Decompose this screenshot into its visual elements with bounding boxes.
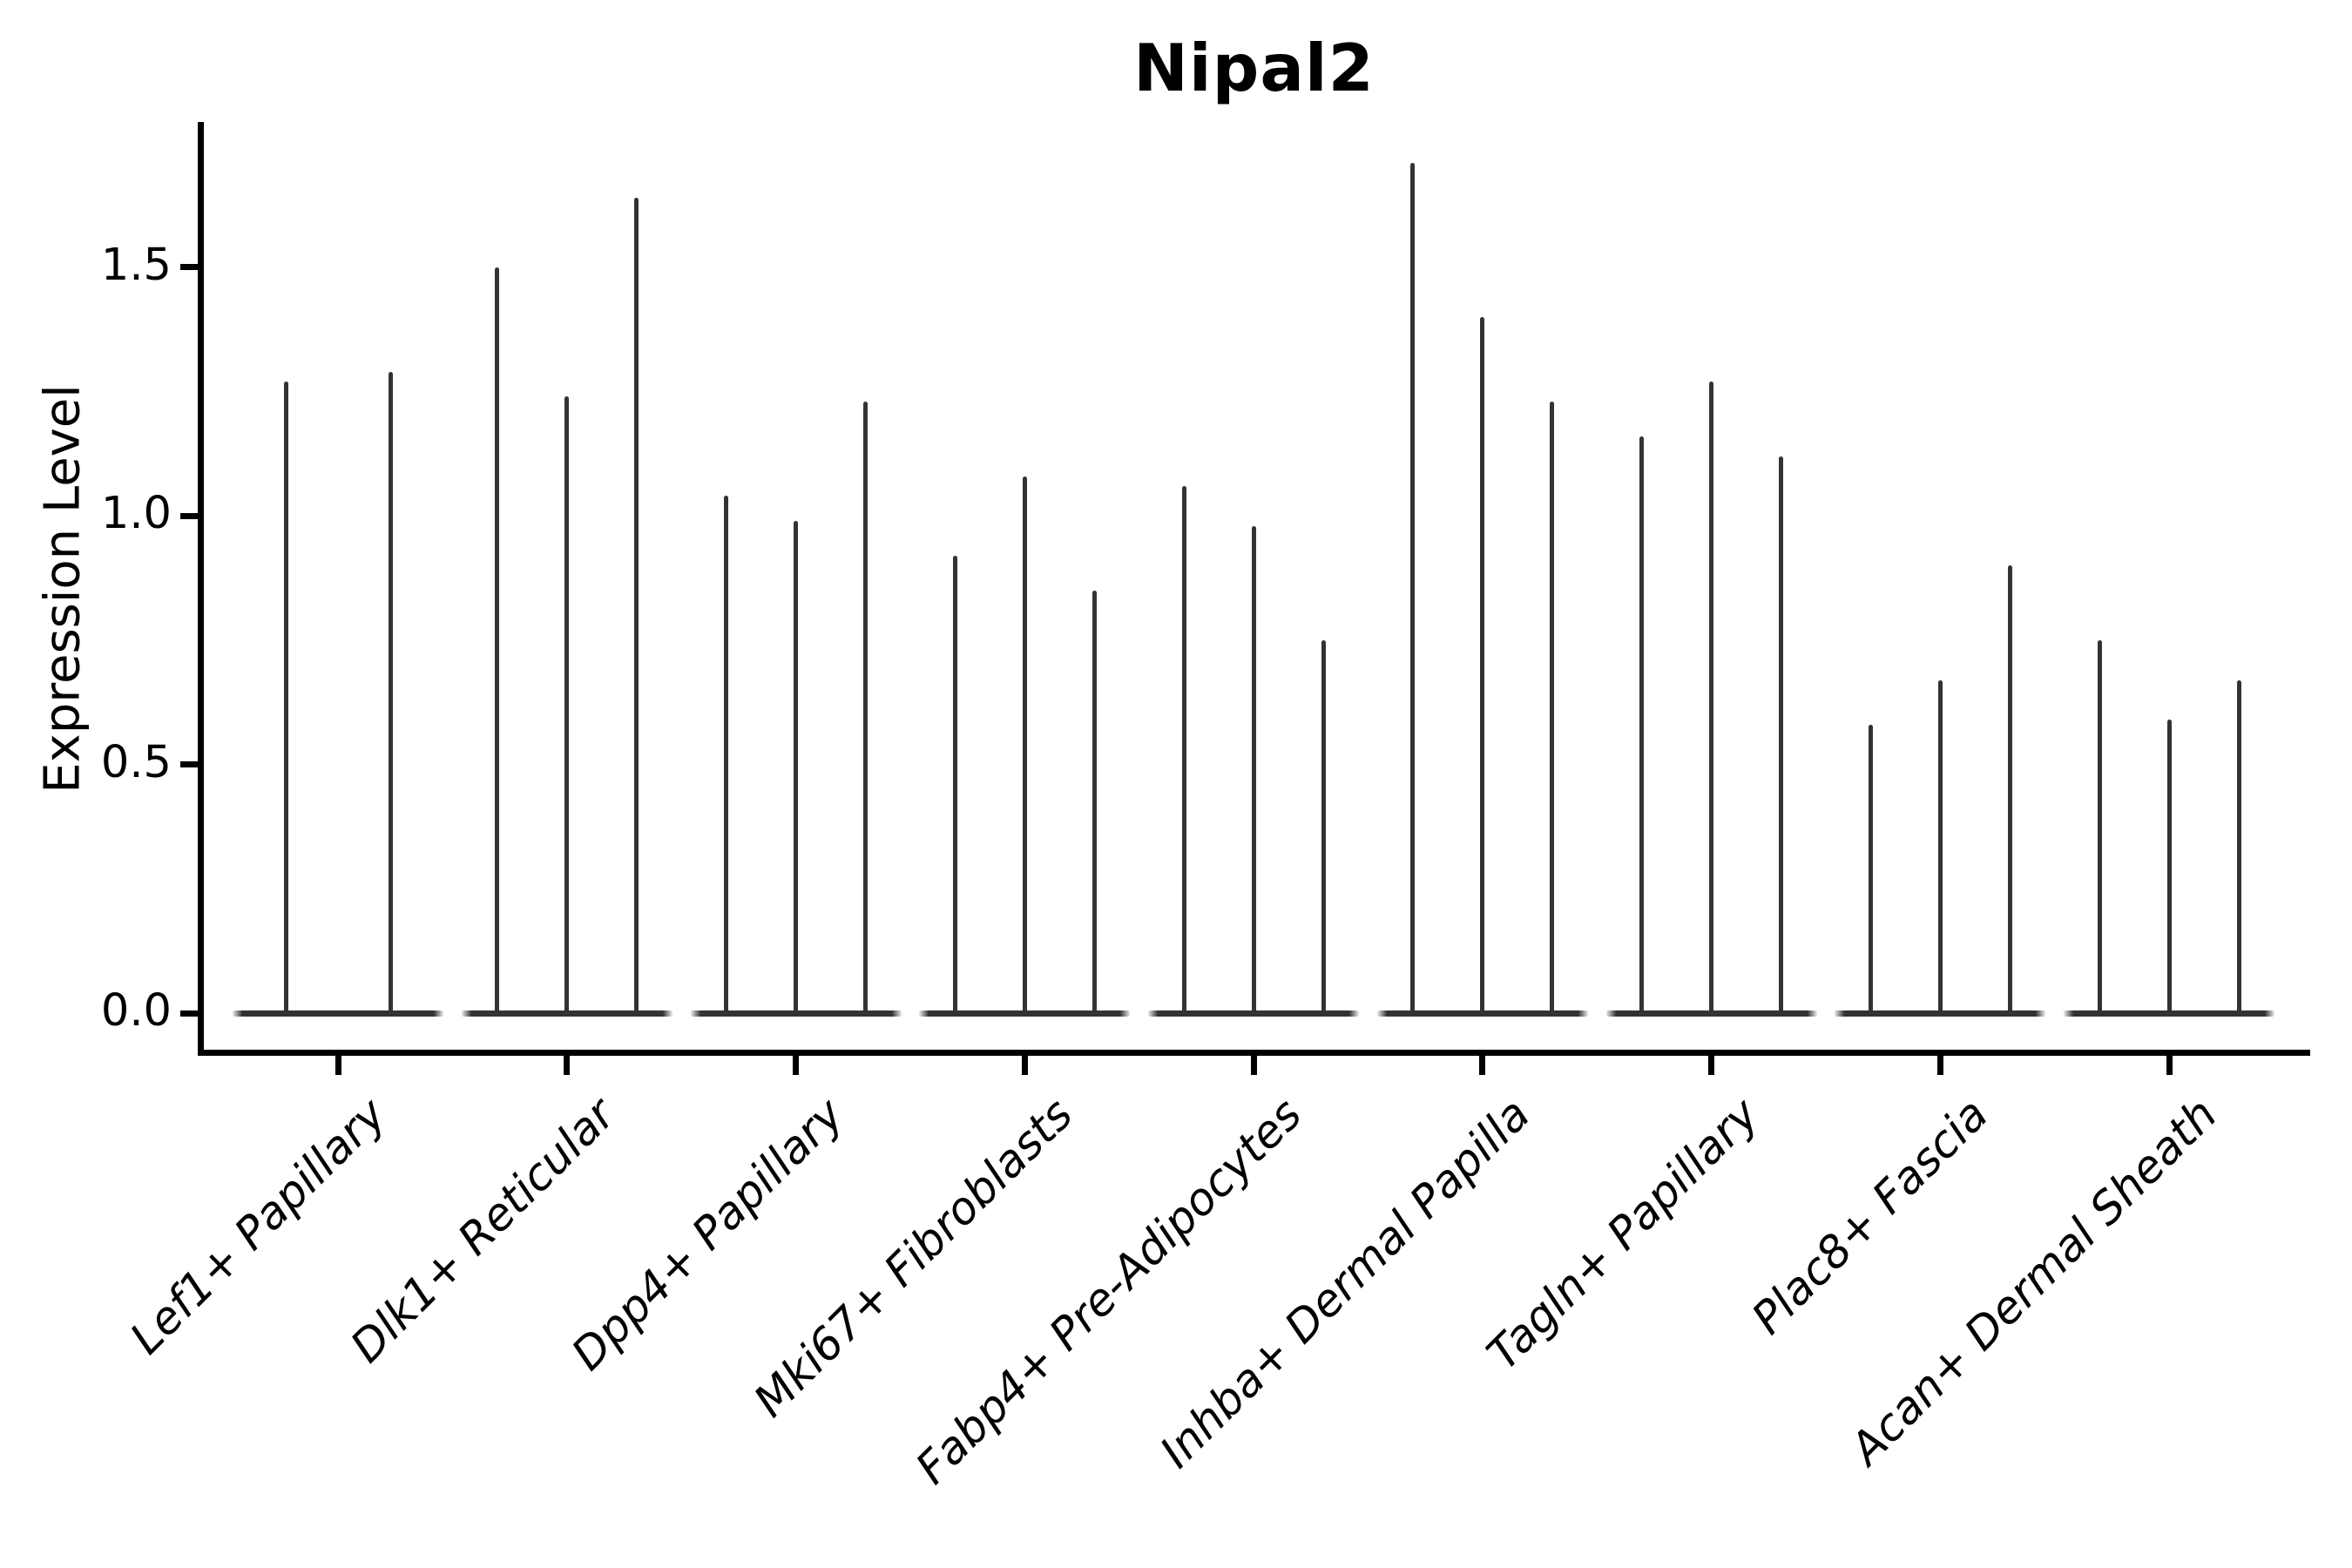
x-tick-mark xyxy=(1250,1056,1257,1075)
violin-base xyxy=(1834,1010,2047,1017)
violin-spike xyxy=(794,521,798,1013)
y-tick-label: 1.0 xyxy=(100,488,172,540)
x-tick-label: Fabp4+ Pre-Adipocytes xyxy=(906,1089,1312,1495)
y-tick-label: 1.5 xyxy=(100,240,172,292)
violin-base xyxy=(918,1010,1132,1017)
x-tick-mark xyxy=(1021,1056,1028,1075)
violin-spike xyxy=(2097,639,2102,1013)
violin-spike xyxy=(1868,724,1873,1013)
x-tick-mark xyxy=(1479,1056,1486,1075)
violin-spike xyxy=(1550,402,1555,1013)
violin-spike xyxy=(1410,163,1416,1013)
violin-base xyxy=(1375,1010,1589,1017)
violin-spike xyxy=(2166,720,2172,1013)
violin-spike xyxy=(1092,590,1097,1013)
violin-spike xyxy=(1251,525,1256,1013)
x-tick-mark xyxy=(564,1056,571,1075)
violin-spike xyxy=(283,382,288,1013)
violin-spike xyxy=(2236,679,2241,1013)
violin-base xyxy=(460,1010,673,1017)
violin-base xyxy=(1605,1010,1818,1017)
violin-base xyxy=(689,1010,902,1017)
x-tick-mark xyxy=(1708,1056,1714,1075)
x-axis-spine xyxy=(198,1050,2310,1056)
violin-spike xyxy=(1022,476,1027,1013)
violin-spike xyxy=(724,496,728,1013)
violin-base xyxy=(232,1010,444,1017)
violin-spike xyxy=(2007,565,2012,1013)
x-tick-label: Plac8+ Fascia xyxy=(1742,1089,1998,1345)
x-tick-mark xyxy=(335,1056,341,1075)
x-tick-mark xyxy=(2166,1056,2173,1075)
violin-spike xyxy=(1480,317,1485,1013)
x-tick-label: Inhba+ Dermal Papilla xyxy=(1151,1089,1541,1479)
violin-spike xyxy=(952,555,957,1013)
plot-title: Nipal2 xyxy=(1133,30,1375,106)
violin-spike xyxy=(1181,486,1186,1013)
x-tick-mark xyxy=(793,1056,799,1075)
violin-spike xyxy=(1321,639,1326,1013)
y-tick-label: 0.5 xyxy=(100,736,172,788)
violin-spike xyxy=(634,198,639,1013)
violin-spike xyxy=(1639,436,1644,1013)
violin-spike xyxy=(1779,456,1783,1013)
x-tick-label: Acan+ Dermal Sheath xyxy=(1841,1089,2227,1476)
y-tick-mark xyxy=(180,264,198,271)
violin-base xyxy=(1147,1010,1360,1017)
x-tick-mark xyxy=(1936,1056,1943,1075)
violin-spike xyxy=(863,402,868,1013)
y-axis-spine xyxy=(198,122,204,1056)
y-tick-mark xyxy=(180,761,198,768)
y-tick-mark xyxy=(180,1010,198,1017)
violin-spike xyxy=(1709,382,1713,1013)
violin-spike xyxy=(564,396,570,1013)
violin-base xyxy=(2063,1010,2275,1017)
violin-spike xyxy=(388,371,393,1013)
y-tick-mark xyxy=(180,512,198,519)
violin-spike xyxy=(1937,679,1943,1013)
y-tick-label: 0.0 xyxy=(100,985,172,1037)
y-axis-label: Expression Level xyxy=(34,384,91,794)
violin-spike xyxy=(495,267,500,1013)
